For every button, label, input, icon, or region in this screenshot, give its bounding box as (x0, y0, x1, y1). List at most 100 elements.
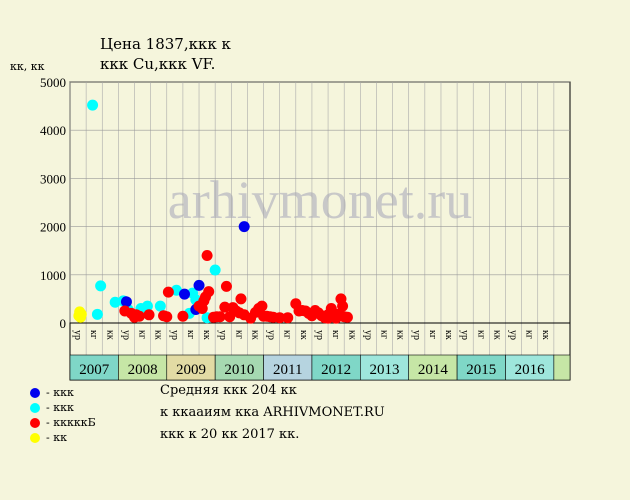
data-point (177, 310, 189, 322)
month-tick-label: кк (540, 330, 551, 340)
info-line-1: Средняя ккк 204 кк (160, 383, 297, 398)
year-band (360, 354, 410, 381)
data-point (95, 280, 107, 292)
month-tick-label: ур (459, 330, 470, 340)
year-band (311, 354, 361, 381)
data-point (203, 286, 215, 298)
y-tick-label: 1000 (40, 268, 66, 283)
month-tick-label: ур (72, 330, 83, 340)
month-tick-label: кг (88, 330, 99, 339)
y-tick-label: 4000 (40, 123, 66, 138)
month-tick-label: кг (137, 330, 148, 339)
y-axis-label: кк, кк (10, 60, 45, 73)
data-point (341, 311, 353, 323)
watermark: arhivmonet.ru (168, 170, 472, 230)
legend: - ккк - ккк - кккккБ - кк (30, 385, 96, 445)
legend-label-red: - кккккБ (46, 416, 96, 429)
y-tick-label: 5000 (40, 75, 66, 90)
month-tick-label: кг (475, 330, 486, 339)
year-tick-label: 2012 (321, 362, 351, 378)
legend-item-cyan: - ккк (30, 400, 96, 415)
year-band-end (553, 354, 571, 381)
legend-dot-cyan (30, 402, 40, 413)
month-tick-label: кг (427, 330, 438, 339)
data-point (337, 300, 349, 312)
legend-dot-yellow (30, 432, 40, 443)
data-point (120, 296, 132, 308)
data-point (235, 293, 247, 305)
data-point (256, 300, 268, 312)
month-tick-label: ур (169, 330, 180, 340)
data-point (238, 221, 250, 233)
legend-label-yellow: - кк (46, 431, 67, 444)
data-point (209, 264, 221, 276)
month-tick-label: кк (491, 330, 502, 340)
month-tick-label: кк (201, 330, 212, 340)
month-tick-label: ур (120, 330, 131, 340)
month-tick-label: кк (249, 330, 260, 340)
data-point (143, 309, 155, 321)
year-band (166, 354, 216, 381)
year-tick-label: 2014 (418, 362, 449, 378)
info-line-3: ккк к 20 кк 2017 кк. (160, 427, 300, 442)
year-band (456, 354, 506, 381)
data-point (233, 307, 245, 319)
info-block: Средняя ккк 204 кк к ккааиям кка ARHIVMO… (160, 380, 385, 446)
year-tick-label: 2009 (176, 362, 206, 378)
legend-label-cyan: - ккк (46, 401, 74, 414)
data-point (282, 312, 294, 324)
data-point (161, 311, 173, 323)
title-line-2: ккк Cu,ккк VF. (100, 55, 216, 73)
data-point (154, 300, 166, 312)
data-point (219, 301, 231, 313)
data-point (75, 308, 87, 320)
data-point (162, 286, 174, 298)
month-tick-label: кк (395, 330, 406, 340)
month-tick-label: кк (104, 330, 115, 340)
year-tick-label: 2016 (515, 362, 546, 378)
legend-item-blue: - ккк (30, 385, 96, 400)
month-tick-label: кк (153, 330, 164, 340)
month-tick-label: кг (282, 330, 293, 339)
title-line-1: Цена 1837,ккк к (100, 35, 231, 53)
month-tick-label: ур (411, 330, 422, 340)
data-point (179, 288, 191, 300)
data-point (220, 280, 232, 292)
month-tick-label: ур (362, 330, 373, 340)
legend-item-red: - кккккБ (30, 415, 96, 430)
data-point (141, 300, 153, 312)
month-tick-label: кг (233, 330, 244, 339)
year-band (263, 354, 313, 381)
y-tick-label: 3000 (40, 171, 66, 186)
info-line-2: к ккааиям кка ARHIVMONET.RU (160, 405, 385, 420)
year-band (408, 354, 458, 381)
month-tick-label: кг (330, 330, 341, 339)
data-point (193, 279, 205, 291)
data-point (91, 308, 103, 320)
month-tick-label: кк (443, 330, 454, 340)
year-band (505, 354, 555, 381)
y-tick-label: 2000 (40, 220, 66, 235)
year-band (118, 354, 168, 381)
data-point (274, 312, 286, 324)
month-tick-label: кк (346, 330, 357, 340)
legend-dot-red (30, 417, 40, 428)
year-tick-label: 2008 (128, 362, 158, 378)
data-point (87, 99, 99, 111)
data-point (133, 310, 145, 322)
year-tick-label: 2010 (224, 362, 254, 378)
year-band (69, 354, 119, 381)
y-tick-label: 0 (60, 316, 67, 331)
year-tick-label: 2007 (79, 362, 110, 378)
month-tick-label: ур (266, 330, 277, 340)
data-point (214, 311, 226, 323)
month-tick-label: ур (314, 330, 325, 340)
year-tick-label: 2013 (370, 362, 400, 378)
year-band (214, 354, 264, 381)
month-tick-label: кг (185, 330, 196, 339)
year-tick-label: 2011 (273, 362, 302, 378)
data-point (330, 312, 342, 324)
month-tick-label: кг (379, 330, 390, 339)
month-tick-label: ур (217, 330, 228, 340)
